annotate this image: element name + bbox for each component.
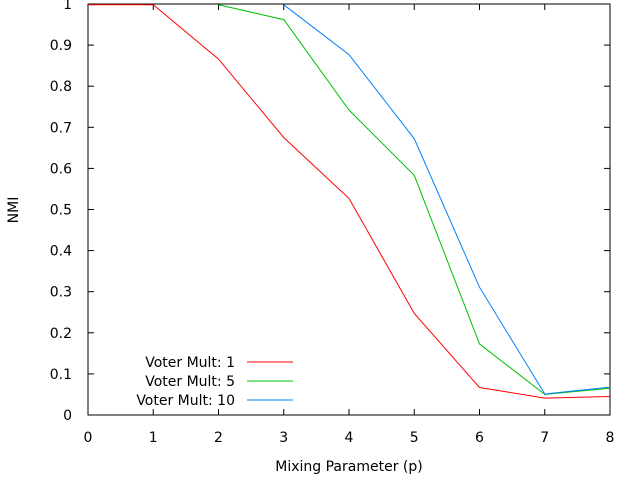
x-tick-label: 6	[475, 430, 484, 446]
y-axis-label: NMI	[6, 197, 22, 224]
y-tick-label: 0.5	[50, 203, 72, 219]
x-tick-label: 0	[84, 430, 93, 446]
legend: Voter Mult: 1 Voter Mult: 5 Voter Mult: 10	[136, 355, 293, 409]
ticks: 0 1 2 3 4 5 6 7 8 0 0.1 0.2 0.3 0.4 0.5 0.6 0.7 0.8 0.9 1	[50, 0, 615, 446]
x-tick-label: 4	[345, 430, 354, 446]
series-line-1	[88, 4, 611, 399]
x-tick-label: 1	[149, 430, 158, 446]
y-tick-label: 0.7	[50, 120, 72, 136]
y-tick-label: 0.6	[50, 161, 72, 177]
legend-label-1: Voter Mult: 1	[145, 355, 235, 371]
y-tick-label: 0.8	[50, 79, 72, 95]
series-line-3	[283, 4, 611, 395]
plot-frame	[87, 3, 611, 416]
y-tick-label: 0	[63, 408, 72, 424]
y-tick-label: 1	[63, 0, 72, 13]
legend-label-3: Voter Mult: 10	[136, 393, 235, 409]
x-tick-label: 2	[214, 430, 223, 446]
y-tick-label: 0.1	[50, 367, 72, 383]
y-tick-label: 0.4	[50, 244, 72, 260]
legend-label-2: Voter Mult: 5	[145, 374, 235, 390]
series-lines	[88, 4, 611, 399]
x-axis-label: Mixing Parameter (p)	[275, 459, 422, 475]
axes	[87, 3, 611, 416]
y-tick-label: 0.2	[50, 326, 72, 342]
x-tick-label: 7	[540, 430, 549, 446]
y-tick-label: 0.3	[50, 285, 72, 301]
x-tick-label: 5	[410, 430, 419, 446]
series-line-2	[218, 4, 611, 395]
x-tick-label: 8	[606, 430, 615, 446]
x-tick-label: 3	[279, 430, 288, 446]
y-tick-label: 0.9	[50, 38, 72, 54]
